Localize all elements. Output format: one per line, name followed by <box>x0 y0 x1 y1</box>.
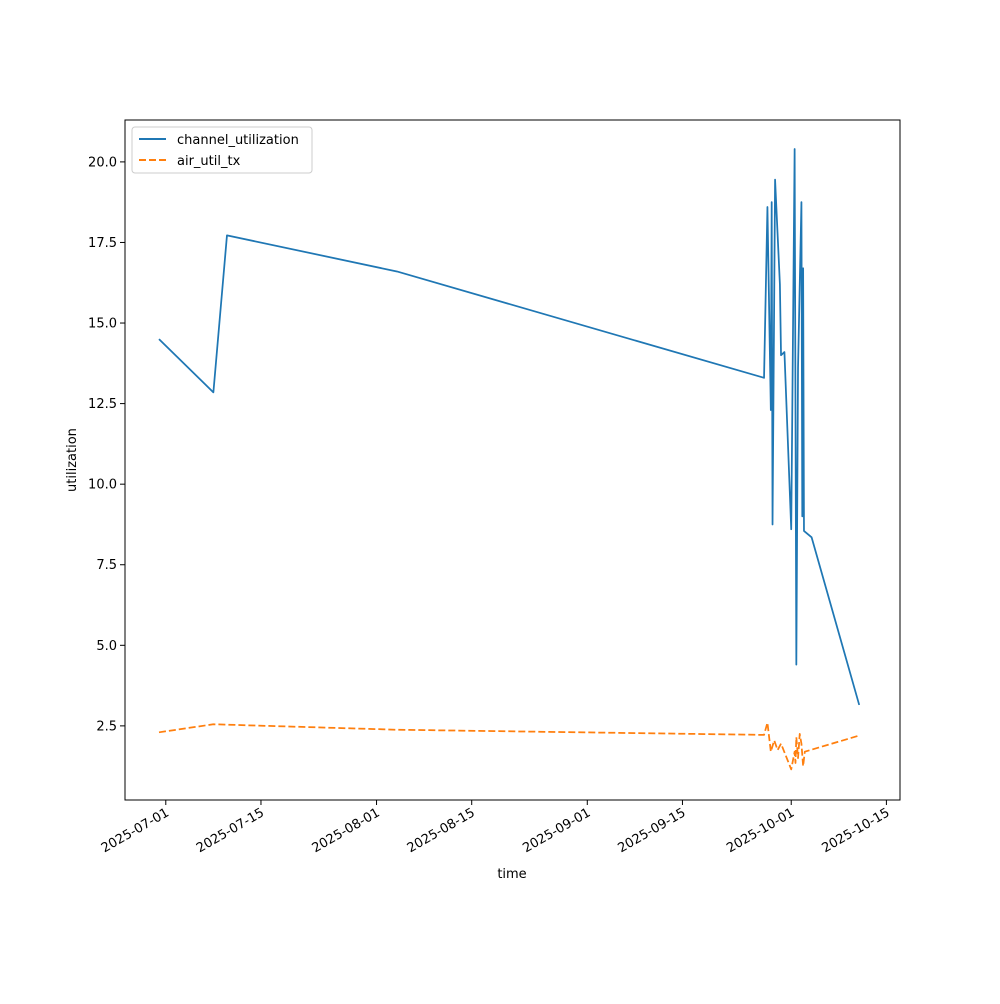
y-tick-label-7-5: 7.5 <box>96 558 117 573</box>
series-line-channel-utilization <box>158 148 861 706</box>
y-tick-label-15-0: 15.0 <box>88 317 117 332</box>
plot-area-frame <box>124 119 901 801</box>
series-line-air-util-tx <box>158 721 860 771</box>
legend-label-channel-utilization: channel_utilization <box>177 133 299 148</box>
legend: channel_utilization air_util_tx <box>131 126 313 174</box>
x-axis-label: time <box>497 867 526 882</box>
y-axis-label: utilization <box>65 428 80 492</box>
plot-content <box>158 148 861 771</box>
legend-box <box>131 126 313 174</box>
y-tick-label-10-0: 10.0 <box>88 478 117 493</box>
y-tick-label-20-0: 20.0 <box>88 155 117 170</box>
y-tick-label-17-5: 17.5 <box>88 236 117 251</box>
y-tick-label-5-0: 5.0 <box>96 639 117 654</box>
y-tick-label-2-5: 2.5 <box>96 719 117 734</box>
y-tick-label-12-5: 12.5 <box>88 397 117 412</box>
legend-label-air-util-tx: air_util_tx <box>177 154 241 169</box>
y-axis: 2.5 5.0 7.5 10.0 12.5 15.0 17.5 20.0 <box>88 155 125 734</box>
